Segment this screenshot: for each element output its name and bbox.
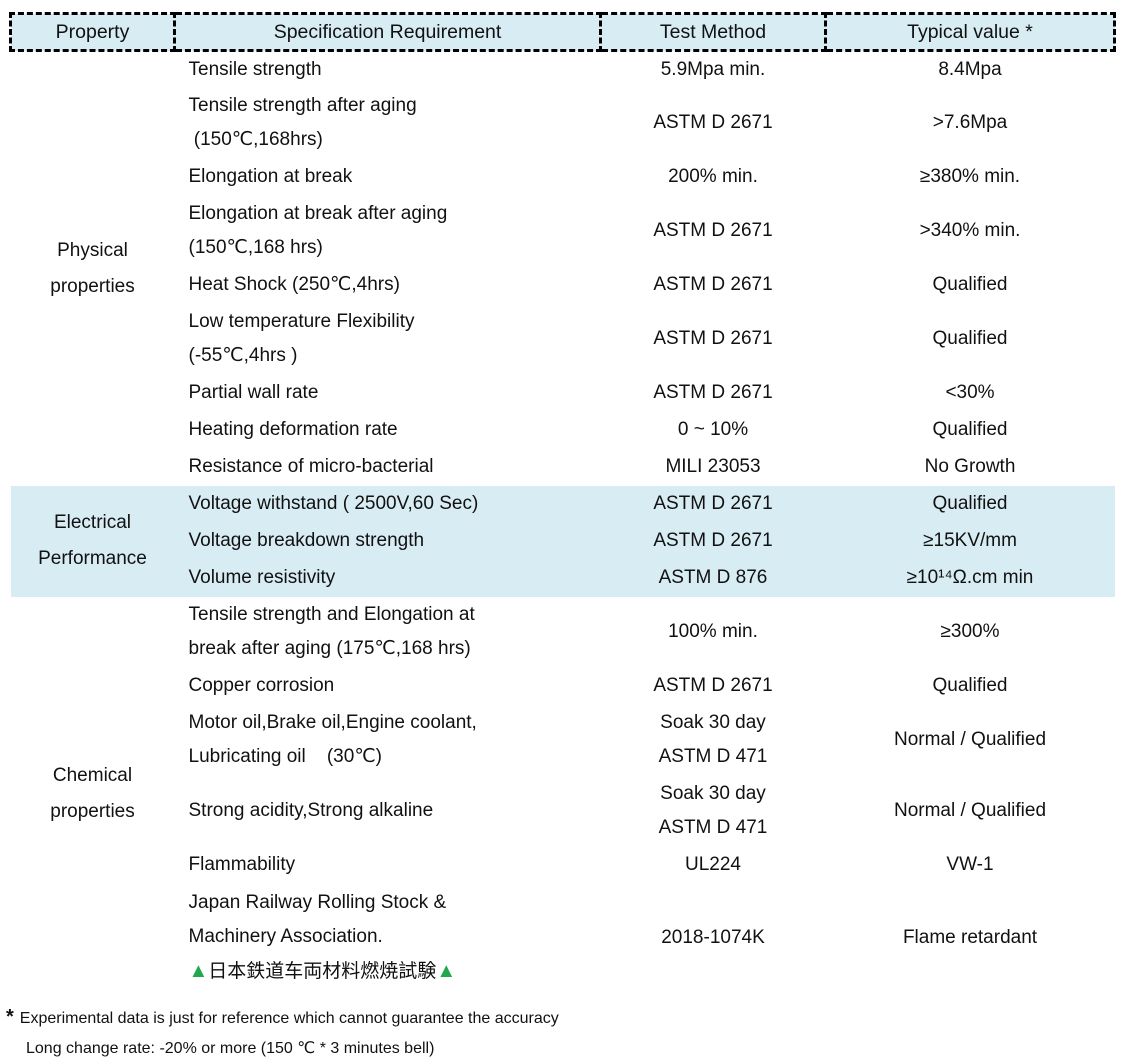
typical-cell: Qualified [932,419,1008,440]
test-cell: ASTM D 876 [600,559,826,597]
spec-cell: Motor oil,Brake oil,Engine coolant, Lubr… [188,712,477,767]
test-cell: MILI 23053 [665,456,761,477]
footnotes: * Experimental data is just for reference… [6,1002,1122,1064]
spec-cell: Elongation at break [188,166,353,187]
header-cell-specification: Specification Requirement [173,12,602,52]
japan-railway-text: Japan Railway Rolling Stock & Machinery … [188,892,447,947]
japan-railway-jp-text: 日本鉄道车両材料燃焼試験 [208,961,437,982]
property-cell: Physical properties [50,239,135,297]
typical-cell: ≥300% [940,621,1000,642]
property-cell: Electrical Performance [10,485,175,597]
typical-cell: VW-1 [946,854,994,875]
flame-test-right-triangle-icon: ▲ [436,960,457,982]
typical-cell: 8.4Mpa [938,58,1002,80]
typical-cell: ≥15KV/mm [825,522,1115,560]
asterisk-marker: * [6,1005,14,1028]
table-row: Voltage breakdown strength ASTM D 2671 ≥… [11,522,1115,560]
spec-cell: Copper corrosion [188,675,335,696]
typical-cell: >340% min. [919,220,1021,241]
table-row: Flammability UL224 VW-1 [11,847,1115,884]
typical-cell: Qualified [932,675,1008,696]
table-row: Low temperature Flexibility (-55℃,4hrs )… [11,304,1115,375]
typical-cell: Qualified [932,274,1008,295]
table-row: Elongation at break 200% min. ≥380% min. [11,159,1115,196]
flame-test-left-triangle-icon: ▲ [188,960,209,982]
test-cell: ASTM D 2671 [653,328,773,349]
spec-cell: Volume resistivity [174,559,601,597]
test-cell: 0 ~ 10% [677,419,749,440]
spec-cell: Voltage withstand ( 2500V,60 Sec) [174,485,601,523]
property-cell: Chemical properties [50,765,135,822]
header-cell-test-method: Test Method [599,12,827,52]
test-cell: Soak 30 day ASTM D 471 [658,712,768,767]
spec-cell: Flammability [188,854,296,875]
table-row: Strong acidity,Strong alkaline Soak 30 d… [11,776,1115,847]
spec-cell: Elongation at break after aging (150℃,16… [188,203,448,258]
group-chemical-properties: Chemical properties Tensile strength and… [11,597,1115,992]
typical-cell: Qualified [932,328,1008,349]
table-row: Elongation at break after aging (150℃,16… [11,196,1115,267]
spec-cell: Tensile strength [188,58,322,80]
test-cell: ASTM D 2671 [653,675,773,696]
test-cell: 100% min. [668,621,758,642]
spec-cell: Strong acidity,Strong alkaline [188,800,434,821]
test-cell: ASTM D 2671 [600,485,826,523]
table-row: Heat Shock (250℃,4hrs) ASTM D 2671 Quali… [11,267,1115,304]
footnote-long-change-rate: Long change rate: -20% or more (150 ℃ * … [26,1039,435,1057]
spec-cell: Heating deformation rate [188,419,398,440]
test-cell: ASTM D 2671 [653,112,773,133]
spec-cell: Resistance of micro-bacterial [188,456,434,477]
spec-cell: Tensile strength after aging (150℃,168hr… [188,95,417,150]
table-row: Resistance of micro-bacterial MILI 23053… [11,449,1115,486]
spec-cell: Low temperature Flexibility (-55℃,4hrs ) [188,311,415,366]
table-row: Japan Railway Rolling Stock & Machinery … [11,884,1115,992]
table-row: Heating deformation rate 0 ~ 10% Qualifi… [11,412,1115,449]
table-row: Electrical Performance Voltage withstand… [10,485,1115,597]
typical-cell: Qualified [825,485,1115,523]
footnote-accuracy-text: Experimental data is just for reference … [19,1009,559,1027]
group-physical-properties: Physical properties Tensile strength 5.9… [11,51,1115,486]
typical-cell: ≥380% min. [919,166,1021,187]
test-cell: ASTM D 2671 [653,382,773,403]
spec-cell: Partial wall rate [188,382,319,403]
test-cell: ASTM D 2671 [653,274,773,295]
typical-cell: <30% [945,382,995,403]
spec-cell: Tensile strength and Elongation at break… [188,604,475,659]
group-electrical-performance: Electrical Performance Voltage withstand… [10,485,1115,597]
test-cell: 5.9Mpa min. [660,58,766,80]
footnote-accuracy: * Experimental data is just for reference… [6,1002,1122,1034]
typical-cell: >7.6Mpa [932,112,1008,133]
typical-cell: No Growth [924,456,1016,477]
typical-cell: Flame retardant [902,926,1038,948]
test-cell: 2018-1074K [661,926,765,948]
table-header: Property Specification Requirement Test … [9,12,1116,52]
table-row: Motor oil,Brake oil,Engine coolant, Lubr… [11,705,1115,776]
spec-table: Property Specification Requirement Test … [9,12,1116,992]
typical-cell: Normal / Qualified [893,729,1047,750]
table-row: Physical properties Tensile strength 5.9… [11,51,1115,297]
table-row: Volume resistivity ASTM D 876 ≥10¹⁴Ω.cm … [11,559,1115,597]
table-row: Partial wall rate ASTM D 2671 <30% [11,375,1115,412]
test-cell: UL224 [685,854,741,875]
header-cell-typical-value: Typical value * [824,12,1116,52]
spec-cell-japan-railway: Japan Railway Rolling Stock & Machinery … [175,884,601,992]
typical-cell: Normal / Qualified [893,800,1047,821]
test-cell: Soak 30 day ASTM D 471 [658,783,768,838]
test-cell: ASTM D 2671 [600,522,826,560]
spec-cell: Voltage breakdown strength [174,522,601,560]
table-row: Chemical properties Tensile strength and… [11,597,1115,822]
table-row: Tensile strength after aging (150℃,168hr… [11,88,1115,159]
typical-cell: ≥10¹⁴Ω.cm min [825,559,1115,597]
header-cell-property: Property [9,12,176,52]
test-cell: ASTM D 2671 [653,220,773,241]
table-row: Copper corrosion ASTM D 2671 Qualified [11,668,1115,705]
test-cell: 200% min. [668,166,758,187]
spec-cell: Heat Shock (250℃,4hrs) [188,274,400,295]
